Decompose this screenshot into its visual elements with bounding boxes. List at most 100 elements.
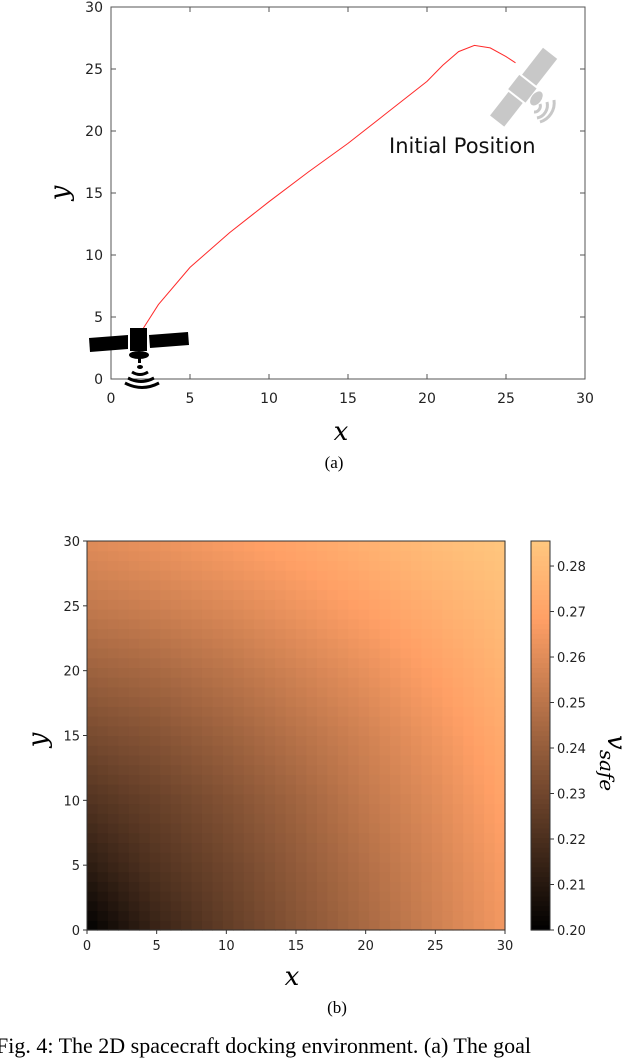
heatmap-cell <box>400 657 412 669</box>
heatmap-cell <box>254 579 266 591</box>
heatmap-cell <box>275 832 287 844</box>
heatmap-cell <box>212 910 224 921</box>
colorbar-tick-label: 0.25 <box>557 697 586 712</box>
heatmap-cell <box>212 920 224 931</box>
heatmap-cell <box>379 832 391 844</box>
heatmap-cell <box>306 784 318 795</box>
heatmap-cell <box>421 647 433 659</box>
heatmap-cell <box>170 832 182 844</box>
heatmap-cell <box>369 599 381 610</box>
heatmap-cell <box>484 589 496 600</box>
heatmap-cell <box>254 550 266 562</box>
heatmap-cell <box>170 609 182 620</box>
heatmap-cell <box>212 725 224 737</box>
heatmap-cell <box>264 784 276 795</box>
heatmap-cell <box>191 881 203 892</box>
heatmap-cell <box>379 774 391 785</box>
heatmap-cell <box>296 725 308 737</box>
colorbar-segment <box>531 711 550 717</box>
heatmap-cell <box>431 628 443 639</box>
heatmap-cell <box>170 725 182 737</box>
heatmap-cell <box>243 754 255 766</box>
heatmap-cell <box>379 686 391 698</box>
heatmap-cell <box>410 579 422 591</box>
heatmap-cell <box>306 881 318 892</box>
heatmap-cell <box>400 920 412 931</box>
heatmap-cell <box>484 716 496 727</box>
heatmap-cell <box>327 696 339 707</box>
heatmap-cell <box>160 910 172 921</box>
y-tick-label: 15 <box>85 186 103 202</box>
heatmap-cell <box>379 618 391 630</box>
heatmap-cell <box>128 579 140 591</box>
heatmap-cell <box>306 774 318 785</box>
heatmap-cell <box>379 910 391 921</box>
heatmap-cell <box>275 900 287 912</box>
heatmap-cell <box>296 803 308 814</box>
heatmap-cell <box>191 823 203 834</box>
heatmap-cell <box>264 754 276 766</box>
heatmap-cell <box>369 745 381 756</box>
heatmap-cell <box>118 842 130 853</box>
heatmap-cell <box>484 842 496 853</box>
heatmap-cell <box>442 881 454 892</box>
heatmap-cell <box>139 754 151 766</box>
heatmap-cell <box>452 716 464 727</box>
heatmap-cell <box>337 725 349 737</box>
heatmap-cell <box>222 920 234 931</box>
heatmap-cell <box>87 599 99 610</box>
heatmap-cell <box>118 793 130 805</box>
heatmap-cell <box>369 793 381 805</box>
heatmap-cell <box>379 657 391 669</box>
heatmap-cell <box>484 745 496 756</box>
heatmap-cell <box>87 618 99 630</box>
heatmap-cell <box>306 861 318 873</box>
heatmap-cell <box>139 881 151 892</box>
heatmap-cell <box>264 803 276 814</box>
heatmap-cell <box>452 599 464 610</box>
heatmap-cell <box>87 696 99 707</box>
heatmap-cell <box>243 667 255 678</box>
heatmap-cell <box>358 550 370 562</box>
heatmap-cell <box>421 706 433 717</box>
heatmap-cell <box>400 861 412 873</box>
colorbar-segment <box>531 638 550 644</box>
y-tick-label: 5 <box>72 859 80 874</box>
heatmap-cell <box>201 570 213 581</box>
heatmap-cell <box>369 920 381 931</box>
heatmap-cell <box>473 570 485 581</box>
heatmap-cell <box>191 657 203 669</box>
heatmap-cell <box>160 900 172 912</box>
heatmap-cell <box>201 832 213 844</box>
heatmap-cell <box>233 871 245 882</box>
heatmap-cell <box>400 725 412 737</box>
heatmap-cell <box>285 764 297 775</box>
heatmap-cell <box>191 852 203 863</box>
heatmap-cell <box>473 735 485 746</box>
heatmap-cell <box>212 541 224 552</box>
heatmap-cell <box>431 881 443 892</box>
heatmap-cell <box>181 823 193 834</box>
heatmap-cell <box>452 754 464 766</box>
heatmap-cell <box>118 832 130 844</box>
heatmap-cell <box>442 638 454 649</box>
heatmap-cell <box>400 667 412 678</box>
colorbar-segment <box>531 750 550 756</box>
colorbar-segment <box>531 701 550 707</box>
heatmap-cell <box>484 618 496 630</box>
heatmap-cell <box>369 570 381 581</box>
heatmap-cell <box>473 550 485 562</box>
heatmap-cell <box>348 910 360 921</box>
heatmap-cell <box>337 716 349 727</box>
heatmap-cell <box>254 842 266 853</box>
heatmap-cell <box>149 784 161 795</box>
heatmap-cell <box>306 589 318 600</box>
heatmap-cell <box>264 667 276 678</box>
heatmap-cell <box>400 677 412 688</box>
heatmap-cell <box>421 589 433 600</box>
heatmap-cell <box>170 628 182 639</box>
heatmap-cell <box>348 696 360 707</box>
heatmap-cell <box>369 910 381 921</box>
heatmap-cell <box>254 667 266 678</box>
heatmap-cell <box>264 852 276 863</box>
